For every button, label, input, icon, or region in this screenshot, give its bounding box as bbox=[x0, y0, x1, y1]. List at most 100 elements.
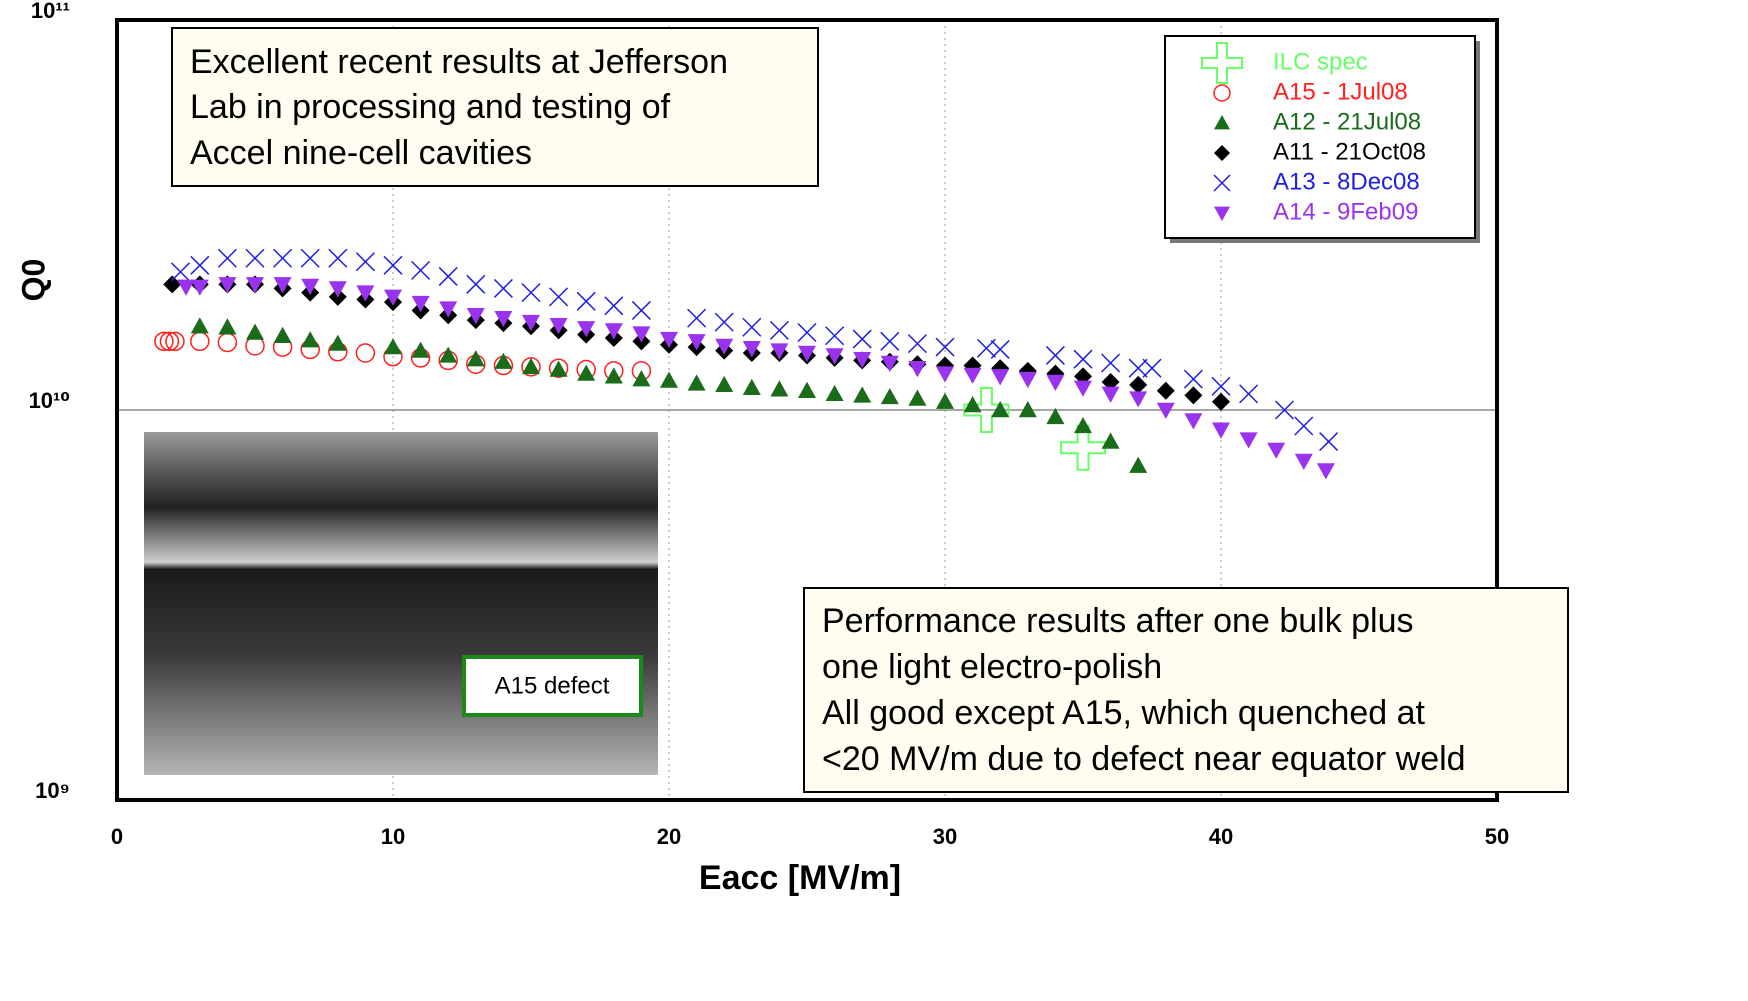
marker bbox=[1060, 424, 1106, 471]
marker bbox=[301, 331, 320, 348]
marker bbox=[769, 320, 789, 340]
marker bbox=[880, 331, 900, 351]
marker bbox=[853, 386, 872, 403]
marker bbox=[687, 374, 706, 391]
marker bbox=[273, 326, 292, 343]
legend-label: ILC spec bbox=[1273, 48, 1368, 75]
marker bbox=[246, 277, 264, 294]
y-axis-label: Q0 bbox=[15, 259, 51, 302]
marker bbox=[715, 338, 734, 355]
marker bbox=[1213, 174, 1231, 192]
marker bbox=[1294, 416, 1314, 436]
marker bbox=[576, 291, 596, 311]
x-tick-label: 30 bbox=[933, 824, 957, 849]
x-tick-label: 50 bbox=[1485, 824, 1509, 849]
marker bbox=[1129, 375, 1148, 394]
marker bbox=[1045, 345, 1065, 365]
marker bbox=[439, 346, 458, 363]
marker bbox=[494, 352, 513, 369]
marker bbox=[825, 326, 845, 346]
marker bbox=[411, 260, 431, 280]
marker bbox=[1316, 463, 1335, 480]
x-tick-label: 0 bbox=[111, 824, 123, 849]
marker bbox=[936, 366, 954, 383]
plot-frame bbox=[115, 18, 1499, 802]
marker bbox=[936, 392, 954, 409]
marker bbox=[383, 255, 403, 275]
marker bbox=[1211, 376, 1231, 396]
marker bbox=[660, 371, 678, 388]
marker bbox=[1212, 392, 1230, 411]
marker bbox=[328, 334, 347, 351]
x-tick-label: 20 bbox=[657, 824, 681, 849]
photo bbox=[144, 432, 658, 775]
marker bbox=[273, 277, 292, 294]
marker bbox=[1142, 358, 1162, 378]
marker bbox=[1212, 422, 1230, 439]
marker bbox=[217, 332, 238, 353]
marker bbox=[177, 279, 195, 296]
marker bbox=[1101, 353, 1121, 373]
marker bbox=[770, 343, 789, 360]
y-tick-label: 10⁹ bbox=[35, 778, 70, 803]
marker bbox=[154, 331, 174, 352]
marker bbox=[521, 283, 541, 303]
marker bbox=[190, 331, 210, 352]
annotation-line: <20 MV/m due to defect near equator weld bbox=[822, 740, 1466, 778]
marker bbox=[1018, 401, 1037, 418]
marker bbox=[466, 308, 485, 325]
marker bbox=[384, 338, 402, 355]
marker bbox=[1101, 372, 1120, 391]
marker bbox=[170, 262, 191, 282]
annotation-line: one light electro-polish bbox=[822, 648, 1162, 686]
annotation-bottom: Performance results after one bulk plus … bbox=[803, 587, 1569, 793]
marker bbox=[880, 387, 899, 405]
marker bbox=[355, 252, 375, 272]
legend-label: A15 - 1Jul08 bbox=[1273, 78, 1408, 105]
marker bbox=[159, 331, 180, 352]
marker bbox=[522, 314, 540, 332]
marker bbox=[660, 331, 678, 349]
marker bbox=[301, 278, 320, 295]
marker bbox=[577, 321, 596, 338]
marker bbox=[687, 308, 707, 328]
marker bbox=[852, 329, 872, 349]
marker bbox=[190, 279, 209, 296]
marker bbox=[1183, 369, 1203, 389]
marker bbox=[163, 275, 182, 294]
marker bbox=[632, 370, 651, 387]
annotation-line: Lab in processing and testing of bbox=[190, 88, 671, 126]
marker bbox=[1214, 115, 1230, 130]
marker bbox=[438, 266, 458, 286]
marker bbox=[825, 384, 844, 402]
annotation-line: Excellent recent results at Jefferson bbox=[190, 43, 728, 81]
marker bbox=[217, 248, 237, 268]
marker bbox=[355, 343, 376, 363]
marker bbox=[715, 375, 734, 393]
marker bbox=[1101, 386, 1120, 403]
marker bbox=[1213, 84, 1231, 102]
x-axis-label: Eacc [MV/m] bbox=[699, 859, 901, 897]
marker bbox=[1184, 386, 1203, 405]
marker bbox=[991, 401, 1010, 418]
annotation-line: Performance results after one bulk plus bbox=[822, 602, 1414, 640]
marker bbox=[1239, 432, 1258, 449]
marker bbox=[631, 300, 651, 320]
x-tick-label: 40 bbox=[1209, 824, 1233, 849]
marker bbox=[825, 348, 844, 365]
marker bbox=[411, 295, 430, 313]
marker bbox=[549, 360, 568, 377]
marker bbox=[1156, 381, 1175, 400]
inset-label-box bbox=[462, 655, 643, 717]
marker bbox=[1156, 402, 1175, 419]
marker bbox=[439, 301, 458, 318]
legend-label: A13 - 8Dec08 bbox=[1273, 168, 1420, 195]
marker bbox=[577, 364, 596, 381]
marker bbox=[1319, 432, 1339, 452]
marker bbox=[798, 345, 816, 363]
marker bbox=[328, 281, 347, 298]
marker bbox=[1101, 432, 1120, 449]
marker bbox=[908, 360, 927, 378]
legend: ILC spec A15 - 1Jul08 A12 - 21Jul08 A11 - 2… bbox=[1164, 35, 1480, 243]
marker bbox=[604, 367, 623, 384]
